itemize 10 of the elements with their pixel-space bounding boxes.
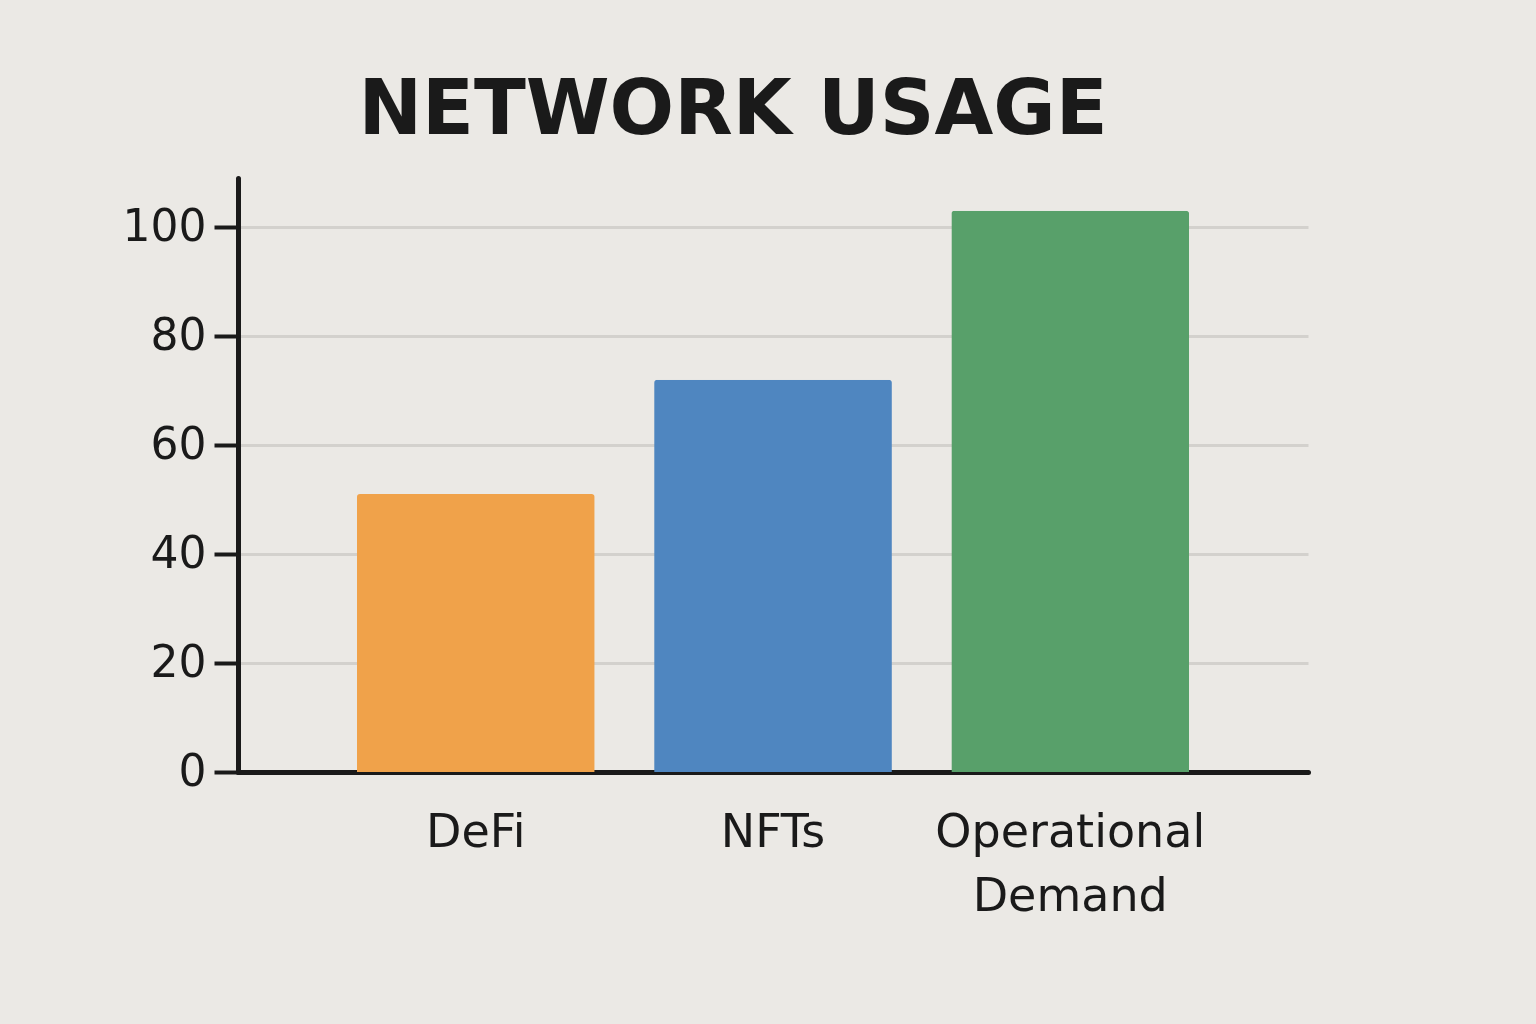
y-tick-label: 20 — [150, 635, 207, 687]
y-tick-label: 80 — [150, 308, 207, 360]
y-tick-label: 0 — [178, 744, 207, 796]
y-tick-label: 60 — [150, 417, 207, 469]
chart-title: NETWORK USAGE — [358, 63, 1108, 152]
y-tick-label: 100 — [122, 199, 207, 251]
y-tick-label: 40 — [150, 526, 207, 578]
x-tick-label: DeFi — [425, 803, 526, 858]
x-tick-label: NFTs — [720, 803, 826, 858]
x-tick-label: Operational Demand — [935, 803, 1206, 922]
